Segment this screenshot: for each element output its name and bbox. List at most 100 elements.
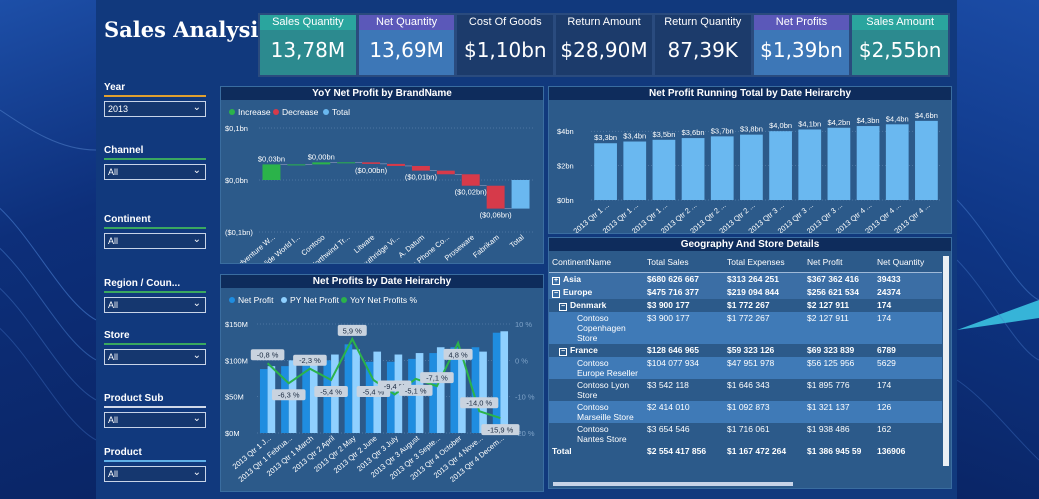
y-tick-label: $4bn: [557, 127, 574, 136]
table-cell: $313 264 251: [724, 272, 804, 286]
kpi-value: 13,78M: [270, 38, 346, 62]
y-tick-label: $2bn: [557, 162, 574, 171]
pct-label-box: [443, 348, 473, 360]
running-total-panel[interactable]: Net Profit Running Total by Date Heirarc…: [548, 86, 952, 236]
combo-panel[interactable]: Net Profits by Date Heirarchy Net Profit…: [220, 274, 544, 492]
running-total-bar: [623, 141, 647, 200]
data-label: $4,6bn: [915, 111, 938, 120]
collapse-icon[interactable]: −: [552, 289, 560, 298]
row-name: Europe: [563, 286, 593, 297]
waterfall-bar: [387, 163, 405, 166]
slicer-dropdown[interactable]: All ⌄: [104, 164, 206, 180]
chevron-down-icon: ⌄: [192, 102, 201, 113]
kpi-value: 13,69M: [369, 38, 444, 62]
table-cell: $680 626 667: [644, 272, 724, 286]
kpi-card[interactable]: Return Quantity 87,39K: [654, 15, 751, 75]
geo-table-panel[interactable]: Geography And Store Details ContinentNam…: [548, 237, 952, 489]
net-profit-bar: [386, 361, 395, 433]
waterfall-bar: [511, 180, 530, 209]
waterfall-title: YoY Net Profit by BrandName: [221, 87, 543, 100]
kpi-card[interactable]: Sales Quantity 13,78M: [260, 15, 356, 75]
table-cell: $56 125 956: [804, 356, 874, 379]
legend-dot: [273, 109, 279, 115]
pct-label-box: [481, 424, 520, 436]
net-profit-bar: [408, 358, 416, 433]
kpi-card[interactable]: Net Profits $1,39bn: [753, 15, 850, 75]
slicer-dropdown[interactable]: All ⌄: [104, 466, 206, 482]
slicer-underline: [104, 406, 206, 408]
table-cell: 24374: [874, 285, 942, 299]
waterfall-panel[interactable]: YoY Net Profit by BrandName Increase Decr…: [220, 86, 544, 275]
x-tick-label: Fabrikam: [471, 233, 501, 260]
legend-dot: [281, 297, 287, 303]
slicer: Channel All ⌄: [104, 145, 206, 180]
column-header[interactable]: Total Sales: [644, 252, 724, 273]
slicer-dropdown[interactable]: All ⌄: [104, 297, 206, 313]
table-cell: 162: [874, 422, 942, 445]
column-header[interactable]: ContinentName: [549, 252, 644, 273]
expand-icon[interactable]: +: [552, 276, 560, 285]
kpi-value: $1,39bn: [760, 38, 843, 62]
table-cell: $1 716 061: [724, 422, 804, 445]
column-header[interactable]: Net Quantity: [874, 252, 942, 273]
row-label: − France: [549, 343, 644, 357]
pct-label-text: -5,4 %: [320, 387, 342, 396]
table-cell: $3 900 177: [644, 311, 724, 344]
table-cell: $69 323 839: [804, 343, 874, 357]
collapse-icon[interactable]: −: [559, 302, 567, 311]
pct-label-text: -15,9 %: [487, 426, 513, 435]
table-row[interactable]: − Denmark $3 900 177 $1 772 267 $2 127 911 17…: [549, 298, 942, 312]
waterfall-bar: [486, 185, 505, 209]
pct-label-box: [460, 397, 499, 409]
table-row[interactable]: Contoso Lyon Store $3 542 118 $1 646 343 $1 …: [549, 378, 942, 401]
table-row[interactable]: Contoso Nantes Store $3 654 546 $1 716 061 $…: [549, 422, 942, 445]
row-label: − Europe: [549, 285, 644, 299]
running-total-bar: [594, 143, 617, 200]
data-label: $3,7bn: [711, 126, 734, 135]
table-row[interactable]: Contoso Copenhagen Store $3 900 177 $1 772 2…: [549, 311, 942, 344]
net-profit-bar: [302, 360, 310, 433]
kpi-label: Return Quantity: [654, 15, 751, 30]
pct-label-text: -5,4 %: [363, 387, 385, 396]
kpi-card[interactable]: Net Quantity 13,69M: [358, 15, 455, 75]
table-cell: $1 772 267: [724, 311, 804, 344]
table-row[interactable]: − Europe $475 716 377 $219 094 844 $256 621 …: [549, 285, 942, 299]
collapse-icon[interactable]: −: [559, 347, 567, 356]
table-row[interactable]: Total $2 554 417 856 $1 167 472 264 $1 386 …: [549, 444, 942, 457]
chevron-down-icon: ⌄: [192, 350, 201, 361]
table-cell: $1 772 267: [724, 298, 804, 312]
kpi-card[interactable]: Return Amount $28,90M: [556, 15, 652, 75]
slicer-dropdown[interactable]: All ⌄: [104, 349, 206, 365]
y2-tick-label: 0 %: [515, 356, 528, 365]
combo-chart: Net Profit PY Net Profit YoY Net Profits %…: [225, 295, 535, 484]
slicer-value: All: [108, 236, 119, 246]
table-cell: $367 362 416: [804, 272, 874, 286]
legend-dot: [229, 297, 235, 303]
y2-tick-label: -10 %: [515, 393, 535, 402]
geo-table-scroll[interactable]: ContinentName Total Sales Total Expenses Ne…: [549, 252, 952, 486]
vertical-scrollbar[interactable]: [943, 256, 949, 466]
data-label: $3,3bn: [594, 133, 617, 142]
table-row[interactable]: − France $128 646 965 $59 323 126 $69 323 83…: [549, 343, 942, 357]
kpi-card[interactable]: Sales Amount $2,55bn: [852, 15, 949, 75]
waterfall-bar: [337, 162, 356, 164]
pct-label-text: -9,4 %: [384, 382, 406, 391]
kpi-value: $2,55bn: [858, 38, 942, 62]
slicer-dropdown[interactable]: All ⌄: [104, 412, 206, 428]
kpi-strip: Sales Quantity 13,78M Net Quantity 13,69M Co…: [258, 13, 950, 77]
kpi-card[interactable]: Cost Of Goods $1,10bn: [457, 15, 554, 75]
table-cell: 5629: [874, 356, 942, 379]
column-header[interactable]: Net Profit: [804, 252, 874, 273]
column-header[interactable]: Total Expenses: [724, 252, 804, 273]
horizontal-scrollbar[interactable]: [553, 482, 793, 486]
slicer-dropdown[interactable]: All ⌄: [104, 233, 206, 249]
table-row[interactable]: Contoso Europe Reseller $104 077 934 $47 95…: [549, 356, 942, 379]
slicer-dropdown[interactable]: 2013 ⌄: [104, 101, 206, 117]
slicer-label: Product Sub: [104, 393, 164, 404]
table-row[interactable]: + Asia $680 626 667 $313 264 251 $367 362 41…: [549, 272, 942, 286]
table-row[interactable]: Contoso Marseille Store $2 414 010 $1 092 8…: [549, 400, 942, 423]
y2-tick-label: 10 %: [515, 320, 532, 329]
data-label: $3,6bn: [682, 128, 705, 137]
data-label: $4,3bn: [857, 116, 880, 125]
